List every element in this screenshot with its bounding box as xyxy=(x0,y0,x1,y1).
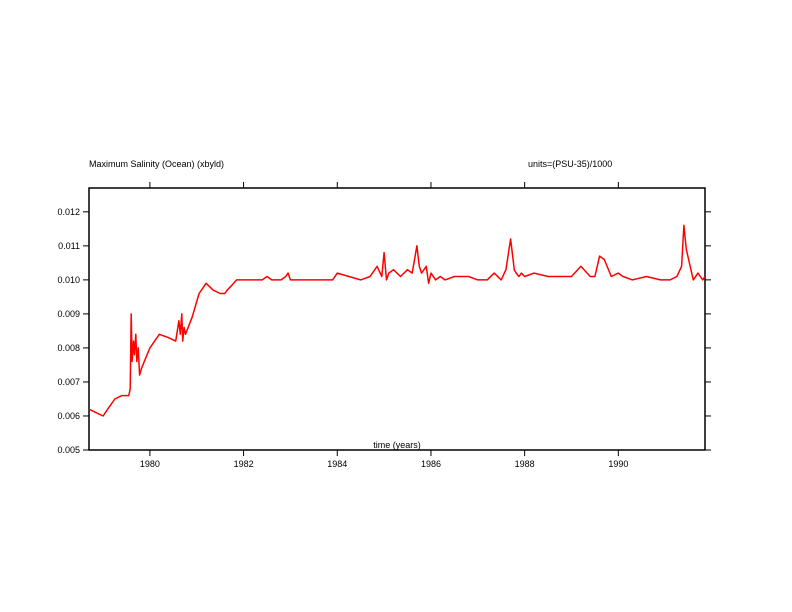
chart-title: Maximum Salinity (Ocean) (xbyld) xyxy=(89,159,224,169)
y-tick-label: 0.011 xyxy=(58,241,80,251)
x-tick-label: 1988 xyxy=(515,459,535,469)
x-tick-label: 1980 xyxy=(140,459,160,469)
plot-frame xyxy=(88,187,706,451)
x-axis: 1980 1982 1984 1986 1988 1990 xyxy=(140,182,628,469)
x-tick-label: 1984 xyxy=(327,459,347,469)
y-tick-label: 0.009 xyxy=(57,309,80,319)
chart-units: units=(PSU-35)/1000 xyxy=(528,159,612,169)
y-tick-label: 0.007 xyxy=(57,377,80,387)
y-tick-label: 0.012 xyxy=(57,207,80,217)
x-tick-label: 1982 xyxy=(234,459,254,469)
x-tick-label: 1990 xyxy=(608,459,628,469)
y-tick-label: 0.005 xyxy=(57,445,80,455)
y-tick-label: 0.010 xyxy=(57,275,80,285)
y-tick-label: 0.008 xyxy=(57,343,80,353)
x-tick-label: 1986 xyxy=(421,459,441,469)
x-axis-label: time (years) xyxy=(373,440,421,450)
y-tick-label: 0.006 xyxy=(57,411,80,421)
y-axis: 0.005 0.006 0.007 0.008 0.009 0.010 0.011 0.012 xyxy=(57,207,711,455)
series-line xyxy=(88,224,706,417)
